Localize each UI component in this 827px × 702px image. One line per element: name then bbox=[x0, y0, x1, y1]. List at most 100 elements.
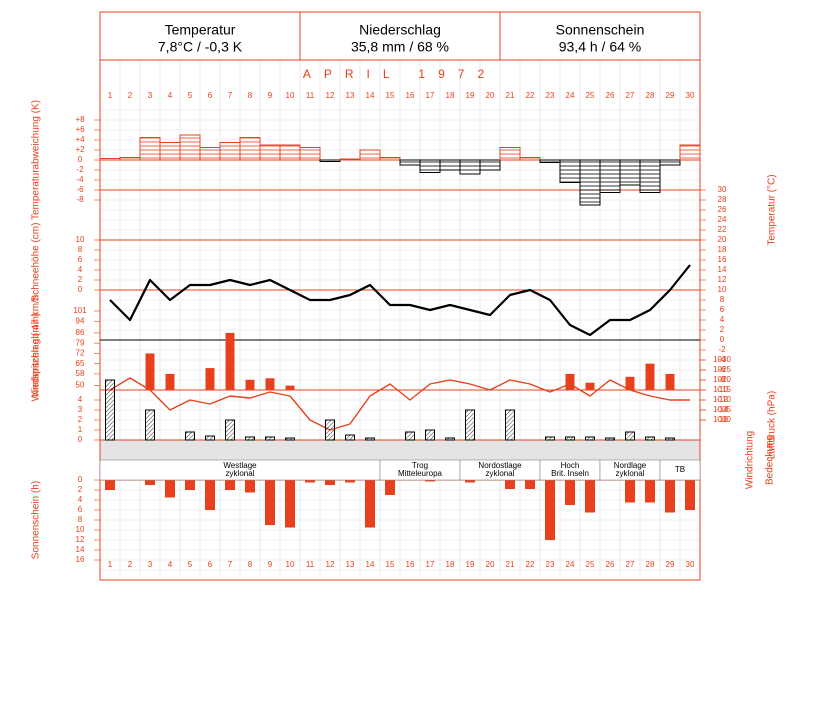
day-label: 28 bbox=[646, 91, 655, 100]
bar bbox=[319, 159, 341, 162]
bar bbox=[285, 437, 295, 441]
y-tick-label: -8 bbox=[718, 375, 726, 384]
day-label: 7 bbox=[228, 560, 233, 569]
bar bbox=[205, 368, 215, 390]
day-label: 22 bbox=[526, 560, 535, 569]
day-label: 1 bbox=[108, 560, 113, 569]
day-label: 13 bbox=[346, 560, 355, 569]
day-label: 19 bbox=[466, 560, 475, 569]
day-label: 21 bbox=[506, 560, 515, 569]
y-tick-label: 16 bbox=[718, 255, 727, 264]
y-tick-label: 0 bbox=[720, 335, 725, 344]
bar bbox=[245, 480, 255, 493]
axis-title: Temperatur (°C) bbox=[767, 174, 778, 245]
day-label: 8 bbox=[248, 91, 253, 100]
bar bbox=[285, 480, 295, 528]
weather-label: Nordostlage bbox=[478, 461, 522, 470]
day-label: 25 bbox=[586, 560, 595, 569]
bar bbox=[439, 159, 461, 171]
bar bbox=[179, 134, 201, 161]
y-tick-label: 50 bbox=[76, 381, 85, 390]
bar bbox=[239, 137, 261, 161]
bar bbox=[265, 480, 275, 525]
y-tick-label: 101 bbox=[73, 306, 87, 315]
bar bbox=[379, 157, 401, 161]
day-label: 14 bbox=[366, 560, 375, 569]
day-label: 17 bbox=[426, 91, 435, 100]
bar bbox=[325, 480, 335, 485]
day-label: 3 bbox=[148, 91, 153, 100]
day-label: 6 bbox=[208, 91, 213, 100]
bar bbox=[299, 147, 321, 161]
day-label: 19 bbox=[466, 91, 475, 100]
bar bbox=[259, 144, 281, 161]
bar bbox=[565, 373, 575, 390]
bar bbox=[185, 480, 195, 490]
bar bbox=[685, 480, 695, 510]
bar bbox=[105, 480, 115, 490]
header-value: 93,4 h / 64 % bbox=[559, 39, 642, 55]
bar bbox=[145, 480, 155, 485]
axis-title: Luftdruck (hPa) bbox=[767, 391, 778, 459]
bar bbox=[459, 159, 481, 175]
bar bbox=[559, 159, 581, 183]
axis-title: Schneehöhe (cm) bbox=[31, 223, 42, 302]
y-tick-label: -8 bbox=[76, 195, 84, 204]
y-tick-label: 4 bbox=[78, 265, 83, 274]
bar bbox=[585, 480, 595, 513]
y-tick-label: 0 bbox=[78, 475, 83, 484]
axis-title: Sonnenschein (h) bbox=[31, 481, 42, 559]
bar bbox=[645, 480, 655, 503]
bar bbox=[365, 437, 375, 441]
y-tick-label: 22 bbox=[718, 225, 727, 234]
day-label: 29 bbox=[666, 560, 675, 569]
weather-label: TB bbox=[675, 465, 685, 474]
bar bbox=[479, 159, 501, 171]
y-tick-label: 58 bbox=[76, 369, 85, 378]
header-value: 35,8 mm / 68 % bbox=[351, 39, 449, 55]
bar bbox=[205, 435, 215, 441]
y-tick-label: 4 bbox=[78, 495, 83, 504]
y-tick-label: 1010 bbox=[713, 395, 731, 404]
y-tick-label: 94 bbox=[76, 316, 85, 325]
y-tick-label: 12 bbox=[76, 535, 85, 544]
line bbox=[109, 377, 690, 431]
bar bbox=[345, 434, 355, 441]
day-label: 27 bbox=[626, 91, 635, 100]
weather-label: Trog bbox=[412, 461, 428, 470]
bar bbox=[285, 385, 295, 390]
axis-title: Niederschlag (mm) bbox=[31, 313, 42, 397]
bar bbox=[245, 379, 255, 390]
y-tick-label: 1 bbox=[78, 425, 83, 434]
weather-label: Nordlage bbox=[614, 461, 647, 470]
weather-label: zyklonal bbox=[486, 469, 515, 478]
y-tick-label: 18 bbox=[718, 245, 727, 254]
weather-type bbox=[659, 459, 701, 481]
day-label: 27 bbox=[626, 560, 635, 569]
y-tick-label: -4 bbox=[718, 355, 726, 364]
bar bbox=[165, 373, 175, 390]
side-label: Bedeckung bbox=[765, 435, 776, 485]
y-tick-label: 8 bbox=[78, 515, 83, 524]
bar bbox=[565, 480, 575, 505]
frame bbox=[99, 11, 701, 581]
y-tick-label: -4 bbox=[76, 175, 84, 184]
day-label: 3 bbox=[148, 560, 153, 569]
y-tick-label: 8 bbox=[720, 295, 725, 304]
bar bbox=[499, 147, 521, 161]
day-label: 26 bbox=[606, 560, 615, 569]
bar bbox=[399, 159, 421, 166]
bar bbox=[679, 144, 701, 161]
bar bbox=[405, 431, 415, 441]
bar bbox=[279, 144, 301, 161]
bar bbox=[105, 379, 115, 441]
bar bbox=[545, 436, 555, 441]
bar bbox=[525, 480, 535, 489]
day-label: 14 bbox=[366, 91, 375, 100]
y-tick-label: 2 bbox=[78, 485, 83, 494]
bar bbox=[465, 480, 475, 483]
day-label: 1 bbox=[108, 91, 113, 100]
day-label: 23 bbox=[546, 91, 555, 100]
bar bbox=[659, 159, 681, 166]
day-label: 17 bbox=[426, 560, 435, 569]
